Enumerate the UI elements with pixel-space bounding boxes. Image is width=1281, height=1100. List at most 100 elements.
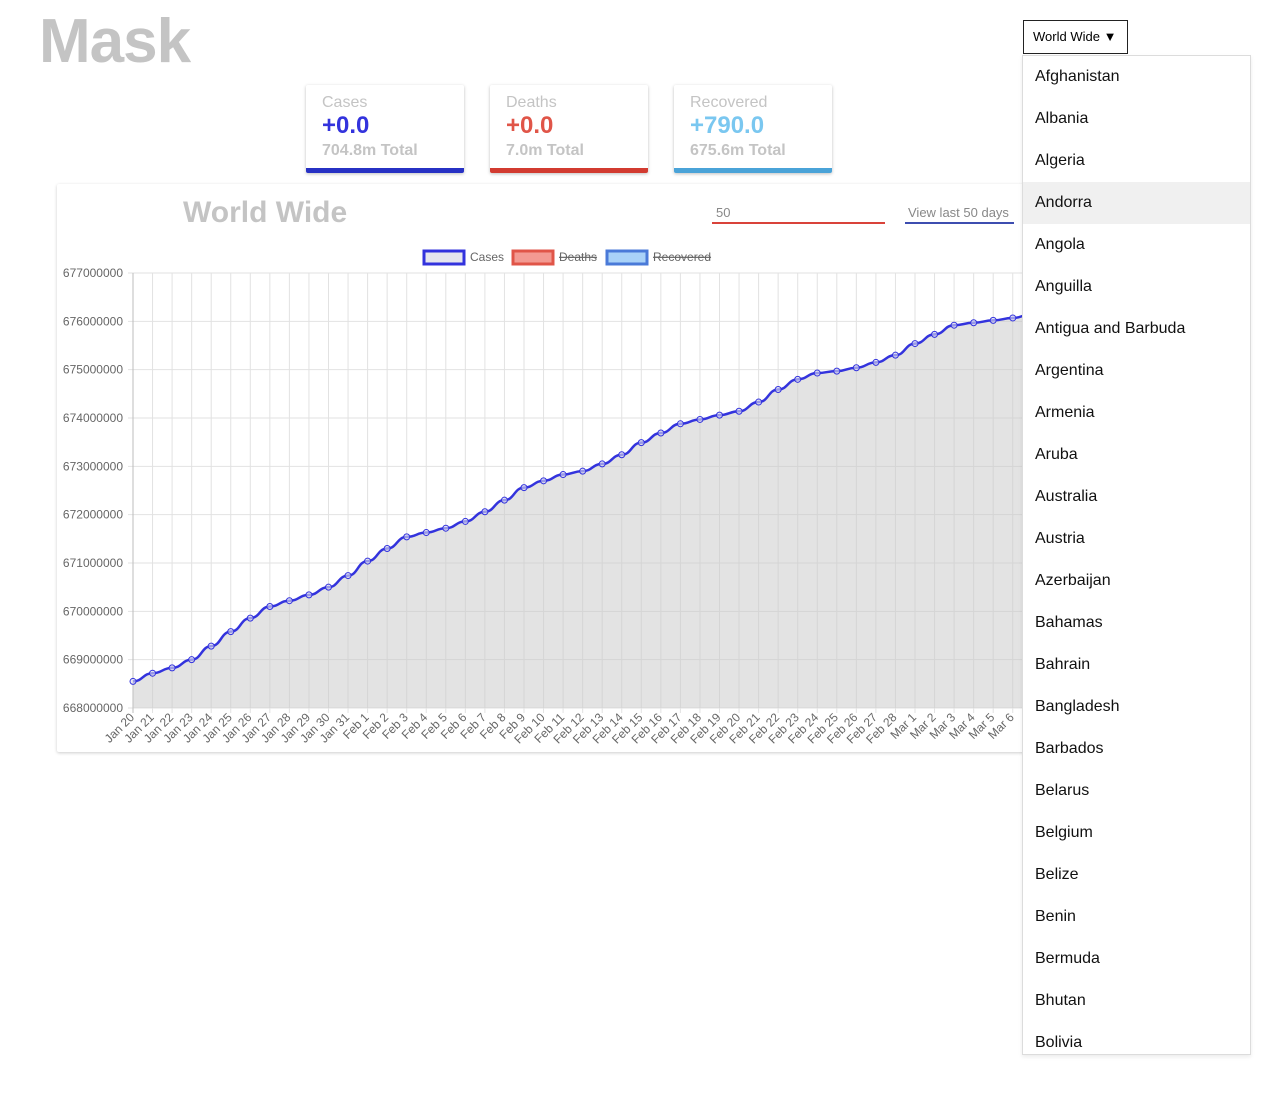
deaths-delta: +0.0 [506,112,648,140]
cases-point [873,359,879,365]
region-option[interactable]: Bolivia [1023,1022,1250,1055]
y-tick-label: 675000000 [63,363,123,377]
deaths-total: 7.0m Total [506,142,648,160]
region-option[interactable]: Anguilla [1023,266,1250,308]
region-option[interactable]: Bhutan [1023,980,1250,1022]
legend-swatch [424,251,464,264]
y-tick-label: 676000000 [63,314,123,328]
region-option[interactable]: Armenia [1023,392,1250,434]
region-option[interactable]: Antigua and Barbuda [1023,308,1250,350]
cases-point [501,497,507,503]
cases-point [814,370,820,376]
region-option[interactable]: Australia [1023,476,1250,518]
region-option[interactable]: Afghanistan [1023,56,1250,98]
cases-point [404,534,410,540]
cases-point [1010,315,1016,321]
recovered-accent-bar [674,168,832,173]
cases-point [892,352,898,358]
region-option[interactable]: Barbados [1023,728,1250,770]
cases-accent-bar [306,168,464,173]
legend-swatch [607,251,647,264]
region-option[interactable]: Belarus [1023,770,1250,812]
cases-point [267,604,273,610]
cases-point [736,408,742,414]
cases-point [286,598,292,604]
cases-point [208,643,214,649]
cases-point [775,386,781,392]
cases-point [189,657,195,663]
cases-point [971,320,977,326]
region-option[interactable]: Bahrain [1023,644,1250,686]
region-option[interactable]: Algeria [1023,140,1250,182]
cases-point [951,322,957,328]
cases-point [560,472,566,478]
y-tick-label: 670000000 [63,604,123,618]
cases-point [697,416,703,422]
cases-label: Cases [322,94,464,112]
cases-point [599,461,605,467]
region-option[interactable]: Bangladesh [1023,686,1250,728]
cases-point [462,518,468,524]
cases-point [658,430,664,436]
legend-swatch [513,251,553,264]
region-option[interactable]: Belize [1023,854,1250,896]
cases-total: 704.8m Total [322,142,464,160]
deaths-card[interactable]: Deaths +0.0 7.0m Total [490,85,648,173]
legend-label: Cases [470,250,504,264]
y-tick-label: 668000000 [63,701,123,715]
cases-point [306,592,312,598]
y-tick-label: 672000000 [63,508,123,522]
cases-delta: +0.0 [322,112,464,140]
cases-point [169,665,175,671]
y-tick-label: 673000000 [63,459,123,473]
cases-point [677,421,683,427]
cases-point [756,399,762,405]
cases-point [326,584,332,590]
cases-point [795,376,801,382]
region-option[interactable]: Bermuda [1023,938,1250,980]
cases-point [482,509,488,515]
cases-point [853,365,859,371]
cases-point [619,452,625,458]
recovered-label: Recovered [690,94,832,112]
cases-point [990,317,996,323]
recovered-card[interactable]: Recovered +790.0 675.6m Total [674,85,832,173]
region-select-value: World Wide [1033,29,1100,44]
region-option[interactable]: Belgium [1023,812,1250,854]
region-select[interactable]: World Wide ▼ [1023,20,1128,54]
region-dropdown-list[interactable]: Afghanistan Albania Algeria Andorra Angola An… [1022,55,1251,1055]
cases-card[interactable]: Cases +0.0 704.8m Total [306,85,464,173]
brand-logo: Mask [39,6,190,78]
y-tick-label: 677000000 [63,266,123,280]
region-option[interactable]: Bahamas [1023,602,1250,644]
cases-point [365,558,371,564]
region-option[interactable]: Albania [1023,98,1250,140]
deaths-accent-bar [490,168,648,173]
region-option[interactable]: Argentina [1023,350,1250,392]
cases-point [541,478,547,484]
legend-label: Recovered [653,250,711,264]
line-chart: 677000000 676000000 675000000 674000000 6730… [0,184,1023,754]
region-option[interactable]: Angola [1023,224,1250,266]
cases-point [247,615,253,621]
region-option[interactable]: Andorra [1023,182,1250,224]
cases-area-fill [133,314,1023,708]
cases-point [521,485,527,491]
deaths-label: Deaths [506,94,648,112]
cases-point [150,670,156,676]
cases-point [423,530,429,536]
cases-point [228,629,234,635]
region-option[interactable]: Austria [1023,518,1250,560]
cases-point [932,331,938,337]
legend-label: Deaths [559,250,597,264]
region-option[interactable]: Benin [1023,896,1250,938]
cases-point [130,678,136,684]
cases-point [384,546,390,552]
cases-point [717,412,723,418]
recovered-total: 675.6m Total [690,142,832,160]
recovered-delta: +790.0 [690,112,832,140]
region-option[interactable]: Aruba [1023,434,1250,476]
cases-point [912,341,918,347]
region-option[interactable]: Azerbaijan [1023,560,1250,602]
